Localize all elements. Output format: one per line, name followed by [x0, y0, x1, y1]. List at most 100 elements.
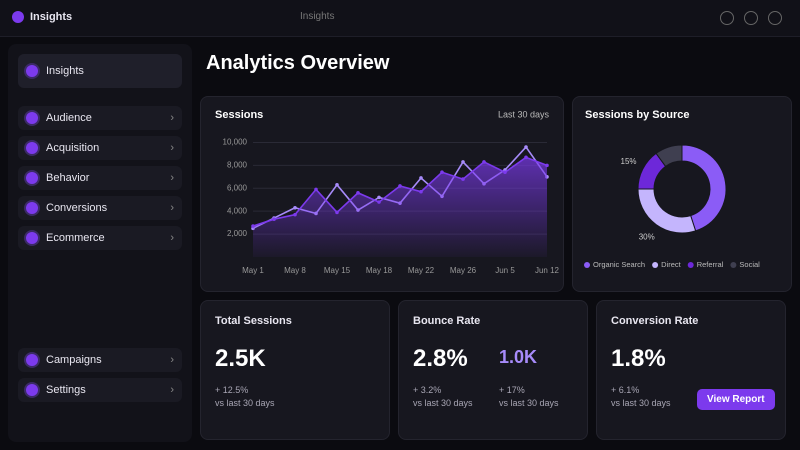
nav-item[interactable]: Conversions › [18, 196, 182, 220]
point [293, 205, 297, 210]
kpi-title: Bounce Rate [413, 315, 481, 327]
nav-item[interactable]: Audience › [18, 106, 182, 130]
nav-icon [26, 142, 38, 154]
donut-segment [637, 188, 697, 234]
nav-icon [26, 202, 38, 214]
chart-range[interactable]: Last 30 days [498, 109, 550, 119]
point [335, 210, 339, 215]
point [524, 145, 528, 149]
action-button[interactable]: View Report [697, 389, 775, 410]
nav-icon [26, 232, 38, 244]
y-tick-label: 10,000 [223, 138, 248, 147]
x-tick-label: May 15 [324, 266, 351, 275]
chevron: › [170, 172, 174, 184]
point [293, 212, 297, 217]
nav-icon [26, 384, 38, 396]
chevron: › [170, 142, 174, 154]
x-tick-label: May 22 [408, 266, 435, 275]
donut-segment [681, 144, 727, 232]
point [440, 170, 444, 175]
chevron: › [170, 384, 174, 396]
x-tick-label: Jun 5 [495, 266, 515, 275]
legend-swatch [730, 262, 737, 268]
kpi-note: vs last 30 days [413, 398, 473, 408]
point [545, 163, 549, 168]
app-logo [12, 11, 24, 23]
chevron: › [170, 232, 174, 244]
point [461, 177, 465, 181]
chevron: › [170, 112, 174, 124]
kpi-card: Total Sessions 2.5K + 12.5% vs last 30 days [200, 300, 390, 440]
kpi-secondary-change: + 17% [499, 385, 525, 395]
sessions-chart: Sessions Last 30 days 2,000 4,000 6,000 8,0… [215, 109, 560, 275]
point [524, 155, 528, 160]
y-tick-label: 4,000 [227, 206, 248, 215]
chart-title: Sessions by Source [585, 109, 690, 121]
sidebar: Insights Audience › Acquisition › Behavior › C… [8, 44, 192, 442]
sidebar-header[interactable]: Insights [18, 54, 182, 88]
point [377, 200, 381, 204]
nav-item[interactable]: Campaigns › [18, 348, 182, 372]
kpi-title: Total Sessions [215, 315, 292, 327]
nav-item[interactable]: Acquisition › [18, 136, 182, 160]
x-tick-label: May 8 [284, 266, 306, 275]
sessions-card: Sessions Last 30 days 2,000 4,000 6,000 8,0… [200, 96, 564, 292]
point [398, 184, 402, 188]
kpi-title: Conversion Rate [611, 315, 699, 327]
icon-button[interactable] [744, 11, 758, 25]
kpi-value: 1.8% [611, 345, 666, 372]
top-bar: Insights Insights [0, 0, 800, 37]
y-tick-label: 6,000 [227, 183, 248, 192]
nav-item[interactable]: Behavior › [18, 166, 182, 190]
chevron: › [170, 202, 174, 214]
chart-title: Sessions [215, 109, 263, 121]
x-tick-label: Jun 12 [535, 266, 560, 275]
nav-label: Ecommerce [46, 232, 105, 244]
kpi-note: vs last 30 days [215, 398, 275, 408]
legend-swatch [584, 262, 590, 268]
point [503, 170, 507, 175]
point [419, 189, 423, 194]
point [272, 217, 276, 221]
value-label: 15% [621, 157, 637, 166]
point [314, 187, 318, 192]
kpi-note: vs last 30 days [611, 398, 671, 408]
nav-icon [26, 172, 38, 184]
point [356, 191, 360, 195]
icon-button[interactable] [768, 11, 782, 25]
x-tick-label: May 18 [366, 266, 393, 275]
x-tick-label: May 1 [242, 266, 264, 275]
legend-label: Direct [661, 260, 682, 269]
chevron: › [170, 354, 174, 366]
nav-item[interactable]: Ecommerce › [18, 226, 182, 250]
point [461, 160, 465, 164]
nav-label: Acquisition [46, 142, 100, 154]
nav-label: Campaigns [46, 354, 102, 366]
kpi-change: + 12.5% [215, 385, 249, 395]
point [482, 160, 486, 164]
x-tick-label: May 26 [450, 266, 477, 275]
value-label: 30% [639, 233, 655, 242]
nav-icon [26, 112, 38, 124]
kpi-value: 2.8% [413, 345, 468, 372]
page-title: Analytics Overview [206, 52, 390, 74]
kpi-card: Bounce Rate 2.8% + 3.2% vs last 30 days 1.0K… [398, 300, 588, 440]
icon-button[interactable] [720, 11, 734, 25]
point [377, 195, 381, 200]
search-box[interactable]: Insights [300, 11, 335, 22]
point [419, 176, 423, 180]
kpi-change: + 3.2% [413, 385, 442, 395]
legend-swatch [687, 262, 694, 268]
kpi-secondary-note: vs last 30 days [499, 398, 559, 408]
source-chart: Sessions by Source 30% 15% Organic Search D… [584, 109, 760, 269]
kpi-card: Conversion Rate 1.8% + 6.1% vs last 30 days… [596, 300, 786, 440]
sidebar-header-label: Insights [46, 65, 84, 77]
donut-segment [655, 144, 683, 168]
nav-item[interactable]: Settings › [18, 378, 182, 402]
legend-label: Social [739, 260, 760, 269]
kpi-secondary-value: 1.0K [499, 347, 538, 367]
source-card: Sessions by Source 30% 15% Organic Search D… [572, 96, 792, 292]
nav-label: Settings [46, 384, 86, 396]
y-tick-label: 2,000 [227, 229, 248, 238]
